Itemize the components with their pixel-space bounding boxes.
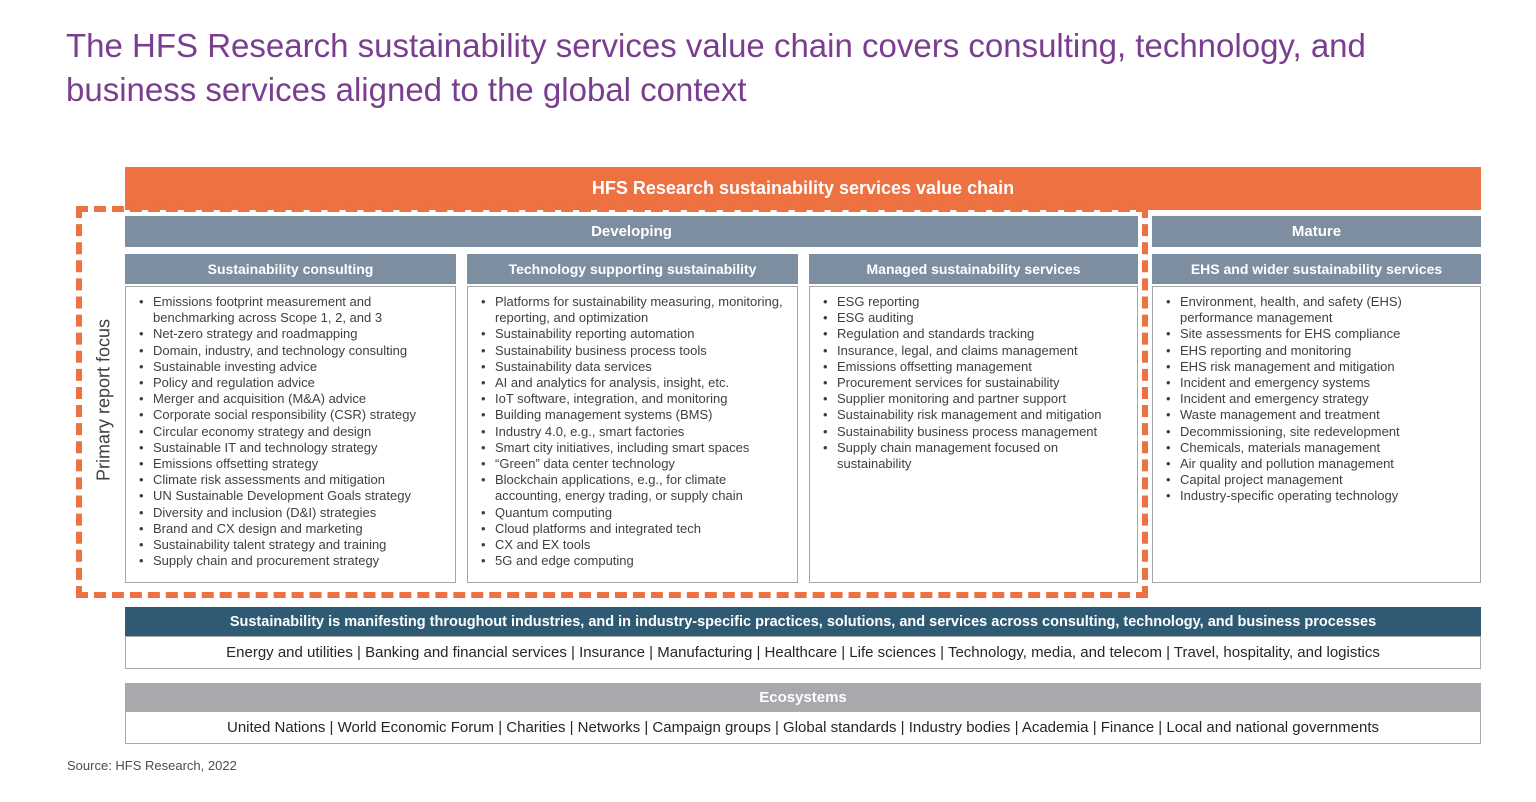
bullet-item: Supply chain and procurement strategy bbox=[136, 553, 451, 569]
bullet-item: Insurance, legal, and claims management bbox=[820, 343, 1133, 359]
bullet-item: IoT software, integration, and monitorin… bbox=[478, 391, 793, 407]
column-header-label: EHS and wider sustainability services bbox=[1190, 261, 1443, 277]
bullet-item: Industry 4.0, e.g., smart factories bbox=[478, 424, 793, 440]
bullet-item: Procurement services for sustainability bbox=[820, 375, 1133, 391]
bullet-item: 5G and edge computing bbox=[478, 553, 793, 569]
bullet-item: Climate risk assessments and mitigation bbox=[136, 472, 451, 488]
bullet-item: Smart city initiatives, including smart … bbox=[478, 440, 793, 456]
industries-header-label: Sustainability is manifesting throughout… bbox=[229, 613, 1377, 630]
bullet-item: EHS risk management and mitigation bbox=[1163, 359, 1476, 375]
column-body-sustainability-consulting: Emissions footprint measurement and benc… bbox=[125, 286, 456, 583]
bullet-item: Diversity and inclusion (D&I) strategies bbox=[136, 505, 451, 521]
bullet-item: Emissions offsetting strategy bbox=[136, 456, 451, 472]
bullet-item: Sustainability risk management and mitig… bbox=[820, 407, 1133, 423]
bullet-item: Sustainability reporting automation bbox=[478, 326, 793, 342]
column-body-managed-sustainability-services: ESG reportingESG auditingRegulation and … bbox=[809, 286, 1138, 583]
stage-mature-label: Mature bbox=[1291, 223, 1342, 240]
bullet-item: Net-zero strategy and roadmapping bbox=[136, 326, 451, 342]
bullet-item: Merger and acquisition (M&A) advice bbox=[136, 391, 451, 407]
column-ehs-wider-sustainability-services: EHS and wider sustainability services En… bbox=[1152, 254, 1481, 583]
industries-header-bar: Sustainability is manifesting throughout… bbox=[125, 607, 1481, 636]
column-header-ehs-wider-sustainability-services: EHS and wider sustainability services bbox=[1152, 254, 1481, 284]
bullet-item: Sustainable investing advice bbox=[136, 359, 451, 375]
stage-bar-mature: Mature bbox=[1152, 216, 1481, 247]
bullet-item: Chemicals, materials management bbox=[1163, 440, 1476, 456]
primary-report-focus-label: Primary report focus bbox=[93, 318, 114, 482]
bullet-item: Environment, health, and safety (EHS) pe… bbox=[1163, 294, 1476, 326]
bullet-item: Platforms for sustainability measuring, … bbox=[478, 294, 793, 326]
bullet-item: Capital project management bbox=[1163, 472, 1476, 488]
bullet-item: ESG auditing bbox=[820, 310, 1133, 326]
column-body-ehs-wider-sustainability-services: Environment, health, and safety (EHS) pe… bbox=[1152, 286, 1481, 583]
bullet-item: Brand and CX design and marketing bbox=[136, 521, 451, 537]
bullet-item: Waste management and treatment bbox=[1163, 407, 1476, 423]
bullet-item: Incident and emergency systems bbox=[1163, 375, 1476, 391]
bullet-item: Incident and emergency strategy bbox=[1163, 391, 1476, 407]
bullet-item: Regulation and standards tracking bbox=[820, 326, 1133, 342]
column-technology-supporting-sustainability: Technology supporting sustainability Pla… bbox=[467, 254, 798, 583]
bullet-item: Quantum computing bbox=[478, 505, 793, 521]
bullet-item: Emissions offsetting management bbox=[820, 359, 1133, 375]
source-note: Source: HFS Research, 2022 bbox=[67, 758, 237, 773]
bullet-item: Decommissioning, site redevelopment bbox=[1163, 424, 1476, 440]
column-sustainability-consulting: Sustainability consulting Emissions foot… bbox=[125, 254, 456, 583]
bullet-item: Supply chain management focused on susta… bbox=[820, 440, 1133, 472]
bullet-item: Site assessments for EHS compliance bbox=[1163, 326, 1476, 342]
column-body-technology-supporting-sustainability: Platforms for sustainability measuring, … bbox=[467, 286, 798, 583]
industries-list-row: Energy and utilities | Banking and finan… bbox=[125, 636, 1481, 669]
ecosystems-list-row: United Nations | World Economic Forum | … bbox=[125, 711, 1481, 744]
bullet-item: Cloud platforms and integrated tech bbox=[478, 521, 793, 537]
bullet-item: AI and analytics for analysis, insight, … bbox=[478, 375, 793, 391]
bullet-item: Policy and regulation advice bbox=[136, 375, 451, 391]
bullet-item: Building management systems (BMS) bbox=[478, 407, 793, 423]
column-header-technology-supporting-sustainability: Technology supporting sustainability bbox=[467, 254, 798, 284]
industries-list-text: Energy and utilities | Banking and finan… bbox=[226, 644, 1380, 661]
stage-bar-developing: Developing bbox=[125, 216, 1138, 247]
page-title: The HFS Research sustainability services… bbox=[66, 27, 1366, 109]
stage-developing-label: Developing bbox=[591, 223, 672, 240]
ecosystems-header-bar: Ecosystems bbox=[125, 683, 1481, 711]
column-managed-sustainability-services: Managed sustainability services ESG repo… bbox=[809, 254, 1138, 583]
column-header-label: Managed sustainability services bbox=[866, 261, 1081, 277]
bullet-item: ESG reporting bbox=[820, 294, 1133, 310]
bullet-item: EHS reporting and monitoring bbox=[1163, 343, 1476, 359]
bullet-item: Sustainability business process manageme… bbox=[820, 424, 1133, 440]
bullet-item: CX and EX tools bbox=[478, 537, 793, 553]
bullet-item: UN Sustainable Development Goals strateg… bbox=[136, 488, 451, 504]
column-header-sustainability-consulting: Sustainability consulting bbox=[125, 254, 456, 284]
bullet-item: Corporate social responsibility (CSR) st… bbox=[136, 407, 451, 423]
ecosystems-header-label: Ecosystems bbox=[759, 688, 847, 706]
ecosystems-list-text: United Nations | World Economic Forum | … bbox=[226, 719, 1379, 736]
column-header-label: Sustainability consulting bbox=[207, 261, 374, 277]
bullet-item: Sustainability data services bbox=[478, 359, 793, 375]
bullet-item: Sustainable IT and technology strategy bbox=[136, 440, 451, 456]
bullet-item: Sustainability talent strategy and train… bbox=[136, 537, 451, 553]
bullet-item: Supplier monitoring and partner support bbox=[820, 391, 1133, 407]
bullet-item: Sustainability business process tools bbox=[478, 343, 793, 359]
bullet-item: Air quality and pollution management bbox=[1163, 456, 1476, 472]
bullet-item: Circular economy strategy and design bbox=[136, 424, 451, 440]
bullet-item: Emissions footprint measurement and benc… bbox=[136, 294, 451, 326]
bullet-item: Domain, industry, and technology consult… bbox=[136, 343, 451, 359]
column-header-managed-sustainability-services: Managed sustainability services bbox=[809, 254, 1138, 284]
bullet-item: Industry-specific operating technology bbox=[1163, 488, 1476, 504]
column-header-label: Technology supporting sustainability bbox=[508, 261, 757, 277]
value-chain-title-label: HFS Research sustainability services val… bbox=[591, 178, 1015, 198]
bullet-item: “Green” data center technology bbox=[478, 456, 793, 472]
bullet-item: Blockchain applications, e.g., for clima… bbox=[478, 472, 793, 504]
value-chain-title-bar: HFS Research sustainability services val… bbox=[125, 167, 1481, 210]
